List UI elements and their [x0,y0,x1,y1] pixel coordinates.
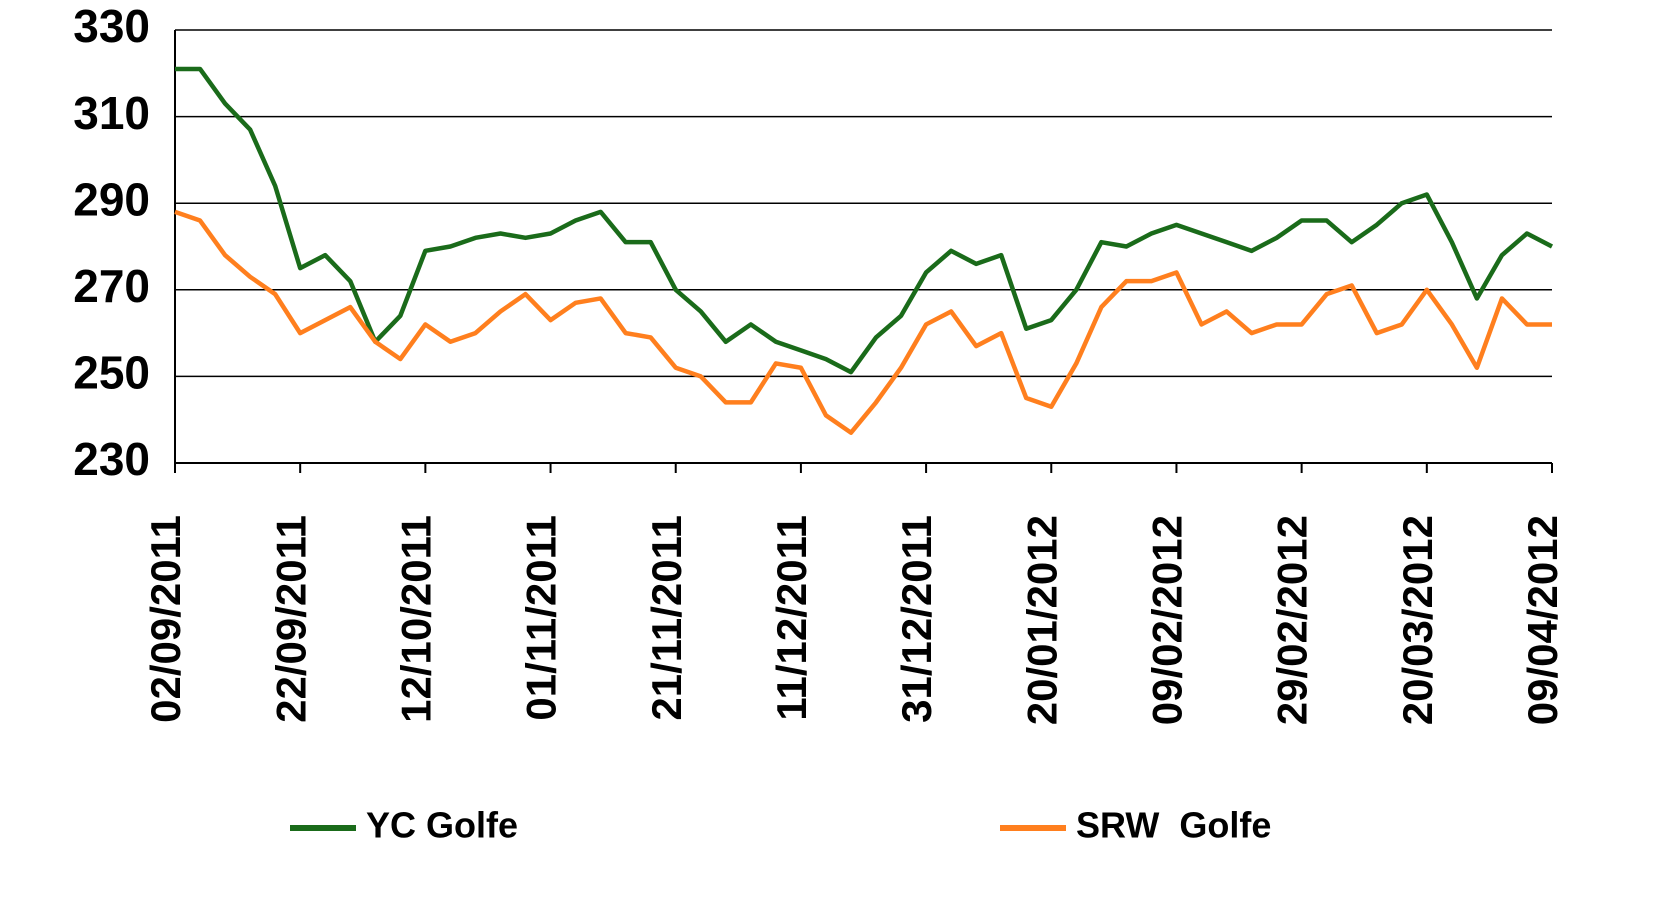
x-tick-label: 31/12/2011 [893,515,940,723]
series-line [174,209,1552,435]
x-tick-label: 02/09/2011 [142,515,189,723]
x-tick-label: 21/11/2011 [643,515,690,721]
y-tick-label: 330 [73,0,150,52]
legend-label: SRW Golfe [1076,805,1271,846]
legend-label: YC Golfe [366,805,518,846]
y-tick-label: 270 [73,260,150,312]
y-tick-label: 310 [73,87,150,139]
x-tick-label: 09/02/2012 [1144,515,1191,725]
y-tick-label: 250 [73,347,150,399]
x-tick-label: 12/10/2011 [392,515,439,723]
x-tick-label: 29/02/2012 [1269,515,1316,725]
x-tick-label: 20/03/2012 [1394,515,1441,725]
y-tick-label: 290 [73,173,150,225]
x-tick-label: 20/01/2012 [1018,515,1065,725]
y-tick-label: 230 [73,433,150,485]
series-line [175,66,1554,375]
x-tick-label: 09/04/2012 [1519,515,1566,725]
x-tick-label: 01/11/2011 [518,515,565,721]
x-tick-label: 11/12/2011 [768,515,815,721]
x-tick-label: 22/09/2011 [267,515,314,723]
